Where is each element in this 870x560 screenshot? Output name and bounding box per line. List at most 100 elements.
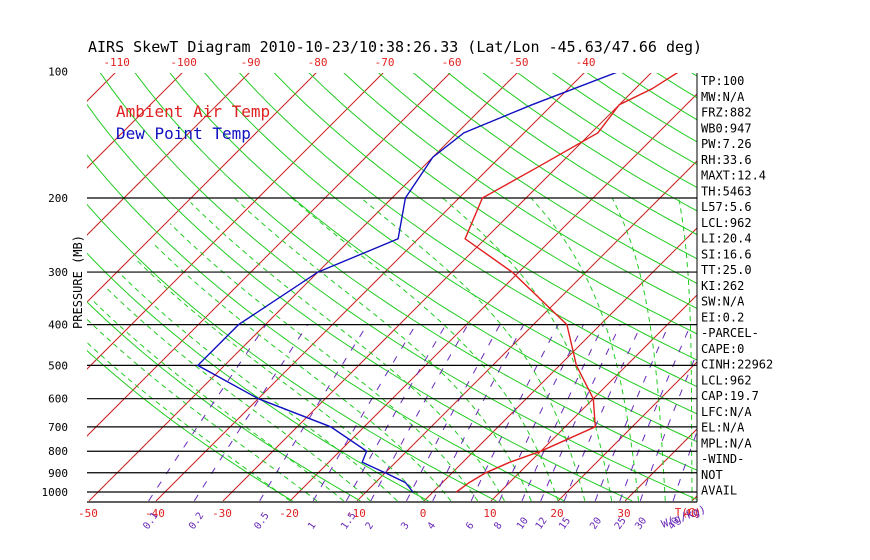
stability-index-item: -PARCEL- [701,326,759,340]
mixing-ratio-line [432,324,525,502]
chart-title: AIRS SkewT Diagram 2010-10-23/10:38:26.3… [88,38,702,56]
mixing-ratio-tick-label: 20 [588,516,604,532]
dry-adiabat-line [134,73,697,471]
bottom-temp-tick-label: 20 [550,507,563,520]
dry-adiabat-line [87,301,361,502]
isotherm-line [87,73,317,303]
stability-index-item: TP:100 [701,74,744,88]
moist-adiabat-line [104,286,371,502]
stability-index-item: SW:N/A [701,295,745,309]
dry-adiabat-line [87,203,497,502]
mixing-ratio-tick-label: 1 [306,520,318,531]
bottom-temp-tick-label: 40 [684,507,697,520]
mixing-ratio-line [639,351,697,502]
bottom-temp-tick-label: 10 [483,507,496,520]
dry-adiabat-line [87,103,633,502]
dry-adiabat-line [99,73,697,501]
pressure-tick-label: 500 [48,359,68,372]
bottom-temp-tick-label: 30 [617,507,630,520]
moist-adiabat-line [87,318,318,502]
mixing-ratio-line [345,324,447,502]
mixing-ratio-line [540,324,621,502]
moist-adiabat-line [92,299,345,502]
top-temp-tick-label: -100 [170,56,197,69]
stability-index-item: LI:20.4 [701,232,752,246]
mixing-ratio-tick-label: 8 [492,520,504,531]
stability-index-item: -WIND- [701,452,744,466]
top-temp-tick-label: -80 [308,56,328,69]
moist-adiabat-line [530,197,639,501]
stability-index-item: MW:N/A [701,90,745,104]
isotherm-line [759,52,870,501]
mixing-ratio-tick-label: 6 [464,520,476,531]
mixing-ratio-tick-label: 10 [515,516,531,532]
moist-adiabat-line [151,242,452,502]
dry-adiabat-line [861,52,870,501]
mixing-ratio-tick-label: 0.2 [187,511,206,532]
mixing-ratio-line [193,324,309,502]
pressure-tick-label: 200 [48,192,68,205]
mixing-ratio-line [498,324,584,502]
dry-adiabat-line [378,73,697,284]
pressure-tick-label: 100 [48,65,68,78]
stability-index-item: FRZ:882 [701,106,752,120]
dry-adiabat-line [760,52,870,501]
bottom-temp-tick-label: -40 [145,507,165,520]
mixing-ratio-line [370,324,469,502]
isobar-lines [87,73,698,503]
stability-index-item: TH:5463 [701,184,752,198]
mixing-ratio-line [594,324,670,502]
top-temp-tick-label: -110 [103,56,130,69]
stability-index-item: EI:0.2 [701,310,744,324]
legend-ambient-air-temp: Ambient Air Temp [116,102,270,121]
moist-adiabat-line [360,197,586,502]
moist-adiabat-line [135,259,425,502]
stability-index-item: KI:262 [701,279,744,293]
stability-index-item: AVAIL [701,484,737,498]
stability-index-item: SI:16.6 [701,247,752,261]
pressure-tick-label: 800 [48,445,68,458]
bottom-temp-tick-label: -10 [346,507,366,520]
moist-adiabat-line [87,341,291,502]
top-temp-tick-label: -90 [241,56,261,69]
stability-index-item: LCL:962 [701,216,752,230]
pressure-tick-label: 900 [48,467,68,480]
isotherm-line [356,160,697,502]
mixing-ratio-line [470,324,559,502]
stability-index-item: EL:N/A [701,421,745,435]
pressure-tick-label: 1000 [42,486,69,499]
pressure-tick-label: 700 [48,421,68,434]
stability-index-item: CAPE:0 [701,342,744,356]
ambient-air-temp-line [455,73,679,493]
mixing-ratio-tick-label: 0.5 [252,511,271,532]
stability-index-item: RH:33.6 [701,153,752,167]
dry-adiabat-line [343,73,697,309]
stability-index-item: PW:7.26 [701,137,752,151]
top-temp-tick-label: -60 [442,56,462,69]
stability-index-item: WB0:947 [701,121,752,135]
isotherm-line [222,73,652,502]
dry-adiabat-line [87,252,429,502]
isotherm-line [490,294,697,502]
bottom-temp-tick-label: -20 [279,507,299,520]
mixing-ratio-line [521,324,605,502]
moist-adiabat-line [233,197,532,502]
mixing-ratio-tick-label: 12 [534,516,550,532]
stability-index-item: LFC:N/A [701,405,752,419]
stability-index-item: MAXT:12.4 [701,169,766,183]
dry-adiabat-line [308,73,697,335]
dry-adiabat-line [828,52,870,501]
isotherm-line [289,93,697,502]
isotherm-line [87,73,250,236]
moist-adiabat-line [118,271,398,502]
moist-adiabat-lines [87,197,693,502]
dry-adiabat-line [447,73,697,236]
dew-point-temp-line [196,73,617,493]
isotherm-line [88,73,518,502]
isotherm-line [826,52,870,501]
mixing-ratio-line [259,324,368,502]
stability-index-item: TT:25.0 [701,263,752,277]
mixing-ratio-line [406,324,501,502]
dry-adiabat-line [273,73,697,361]
